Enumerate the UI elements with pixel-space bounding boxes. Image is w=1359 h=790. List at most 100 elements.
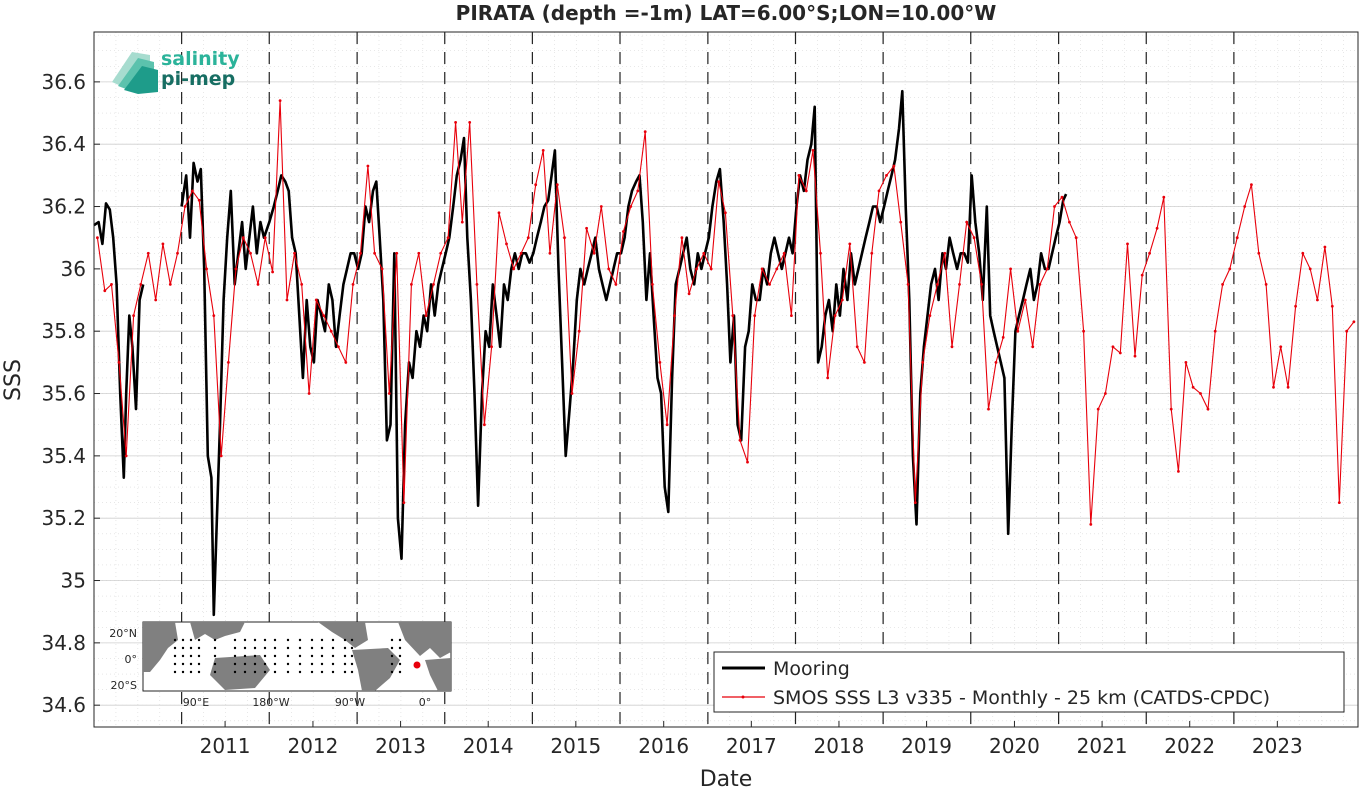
data-point-smos [811, 149, 815, 152]
y-tick-label: 35.8 [41, 319, 86, 343]
data-point-smos [1184, 361, 1188, 364]
buoy-dot [398, 662, 402, 666]
x-tick-label: 2017 [726, 734, 777, 758]
data-point-smos [197, 198, 201, 202]
x-tick-label: 2018 [814, 734, 865, 758]
buoy-dot [213, 670, 217, 674]
buoy-dot [286, 662, 290, 666]
buoy-dot [233, 638, 237, 642]
data-point-smos [987, 407, 990, 411]
data-point-smos [1031, 345, 1035, 349]
land-mass [352, 648, 400, 691]
data-point-smos [760, 267, 764, 271]
x-tick-label: 2015 [550, 734, 601, 758]
buoy-dot [298, 662, 302, 666]
data-point-smos [673, 314, 676, 317]
data-point-smos [782, 251, 786, 255]
data-point-smos [1133, 354, 1137, 358]
data-point-smos [373, 251, 376, 255]
data-point-smos [432, 283, 435, 286]
data-point-smos [1104, 392, 1107, 395]
map-lon-label: 90°W [335, 696, 365, 709]
y-tick-label: 35.6 [41, 382, 86, 406]
data-point-smos [695, 267, 698, 271]
data-point-smos [380, 267, 384, 271]
buoy-dot [197, 670, 201, 674]
buoy-dot [331, 670, 335, 674]
data-point-smos [1148, 251, 1151, 255]
buoy-dot [213, 654, 217, 658]
map-lat-label: 20°N [109, 627, 137, 640]
data-point-smos [607, 267, 611, 271]
data-point-smos [826, 376, 830, 380]
land-mass [425, 658, 451, 691]
data-point-smos [337, 345, 340, 349]
buoy-dot [233, 662, 237, 666]
buoy-dot [320, 654, 324, 658]
buoy-dot [197, 654, 201, 658]
data-point-smos [483, 423, 486, 427]
data-point-smos [738, 438, 742, 442]
buoy-dot [173, 638, 177, 642]
buoy-dot [197, 662, 201, 666]
data-point-smos [168, 283, 172, 286]
land-mass [143, 622, 178, 672]
data-point-smos [263, 236, 267, 240]
buoy-dot [350, 646, 354, 650]
buoy-dot [197, 646, 201, 650]
land-mass [398, 622, 451, 658]
buoy-dot [243, 670, 247, 674]
buoy-dot [320, 662, 324, 666]
data-point-smos [439, 251, 443, 255]
data-point-smos [219, 454, 223, 458]
buoy-dot [390, 646, 394, 650]
map-lat-label: 20°S [111, 679, 137, 692]
buoy-dot [343, 638, 347, 642]
data-point-smos [475, 283, 479, 286]
data-point-smos [424, 314, 428, 317]
data-point-smos [680, 236, 684, 240]
y-tick-label: 36.6 [41, 70, 86, 94]
data-point-smos [146, 251, 150, 255]
data-point-smos [709, 267, 713, 271]
inset-map: 20°N 0° 20°S 90°E 180°W 90°W 0° [109, 621, 452, 709]
data-point-smos [614, 283, 618, 286]
data-point-smos [1206, 407, 1210, 411]
x-tick-label: 2012 [287, 734, 338, 758]
data-point-smos [1118, 351, 1122, 355]
map-lon-label: 0° [419, 696, 432, 709]
data-point-smos [191, 189, 194, 193]
buoy-dot [343, 670, 347, 674]
data-point-smos [972, 236, 976, 240]
data-point-smos [636, 189, 640, 193]
data-point-smos [1221, 283, 1224, 286]
data-point-smos [1023, 298, 1027, 302]
buoy-dot [243, 638, 247, 642]
data-point-smos [344, 361, 348, 364]
data-point-smos [1155, 226, 1159, 230]
data-point-smos [497, 211, 501, 215]
buoy-dot [286, 646, 290, 650]
data-point-smos [570, 392, 574, 395]
data-point-smos [643, 130, 647, 134]
buoy-dot [273, 638, 277, 642]
data-point-smos [913, 501, 917, 504]
data-point-smos [790, 314, 793, 317]
data-point-smos [775, 267, 779, 271]
buoy-dot [286, 654, 290, 658]
logo-line2: pi-mep [161, 68, 235, 90]
salinity-logo: salinity pi-mep [112, 48, 240, 94]
buoy-dot [253, 662, 257, 666]
data-point-smos [417, 251, 421, 255]
data-point-smos [124, 454, 128, 458]
buoy-dot [286, 670, 290, 674]
data-point-smos [804, 189, 808, 193]
buoy-dot [233, 646, 237, 650]
data-point-smos [753, 314, 757, 317]
land-mass [318, 622, 368, 648]
data-point-smos [322, 314, 326, 317]
x-tick-label: 2021 [1077, 734, 1128, 758]
data-point-smos [1316, 298, 1319, 302]
data-point-smos [241, 236, 245, 240]
